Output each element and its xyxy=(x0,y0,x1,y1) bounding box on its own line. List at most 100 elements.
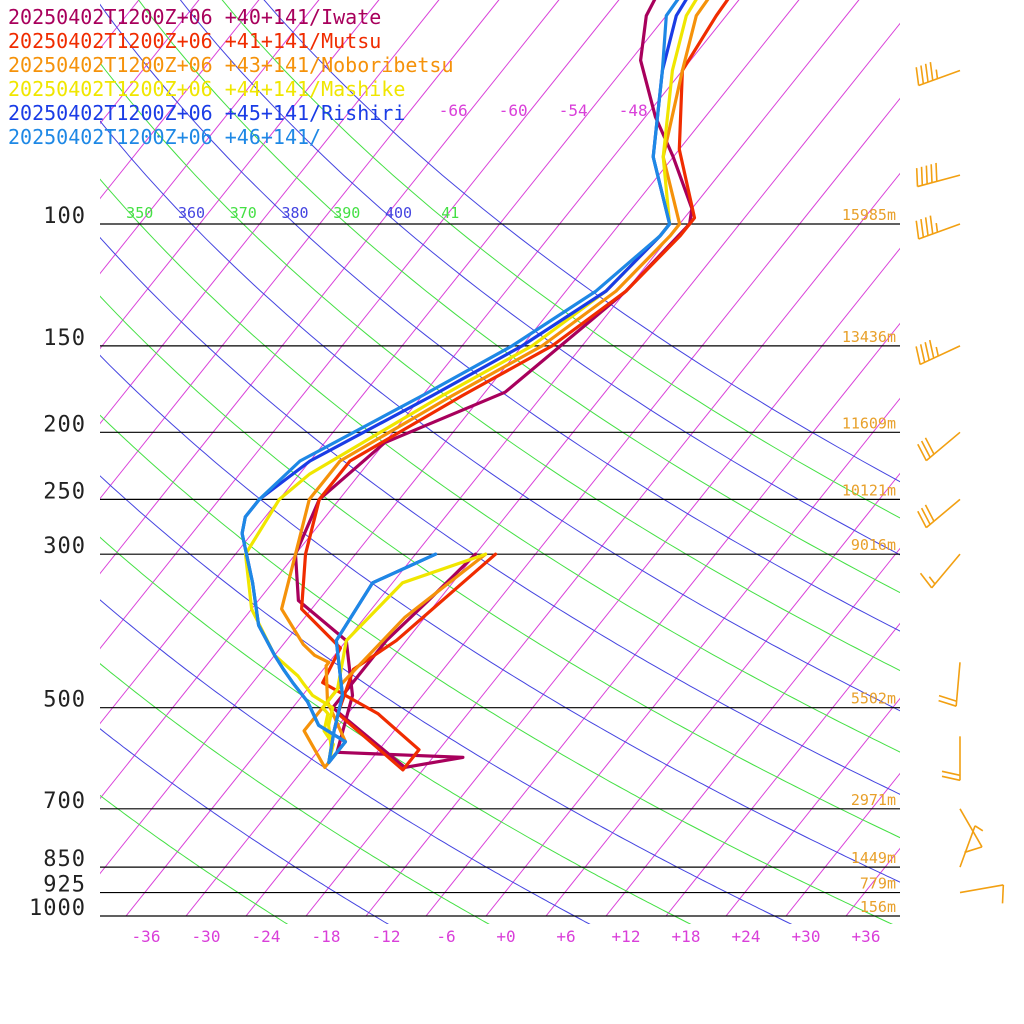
wind-barb xyxy=(915,162,961,188)
dry-adiabat-line xyxy=(100,794,289,924)
isotherm-line xyxy=(725,697,900,917)
wind-barb-staff xyxy=(919,345,961,366)
dry-adiabat-line xyxy=(263,0,900,483)
sounding-series xyxy=(240,0,730,772)
height-label: 779m xyxy=(860,875,896,893)
wind-barb-flag xyxy=(924,437,935,455)
theta-label: 380 xyxy=(281,204,308,222)
wind-barb-flag xyxy=(919,344,926,363)
dry-adiabat-line xyxy=(100,295,900,839)
wind-barb-staff xyxy=(918,69,961,87)
wind-barb-flag xyxy=(915,168,919,187)
temperature-tick-label: -12 xyxy=(372,927,401,946)
wind-barb-staff xyxy=(925,431,961,462)
wind-barb-flag xyxy=(915,220,920,240)
wind-barb xyxy=(915,339,961,366)
isotherm-line xyxy=(485,397,900,917)
wind-barb-staff xyxy=(917,174,961,188)
wind-barb-flag xyxy=(938,699,957,707)
wind-barb xyxy=(959,884,1005,904)
dry-adiabat-line xyxy=(100,354,900,883)
height-label: 156m xyxy=(860,898,896,916)
pressure-label: 250 xyxy=(43,479,86,504)
wind-barb-flag xyxy=(941,775,961,782)
isotherm-line xyxy=(100,0,440,425)
isotherm-line xyxy=(785,772,900,917)
temperature-tick-label: +6 xyxy=(556,927,575,946)
wind-barb-flag xyxy=(915,67,920,86)
theta-labels: 350 360 370 380 390 400 41 xyxy=(126,204,459,222)
temperature-tick-label: +12 xyxy=(612,927,641,946)
temperature-tick-label: +24 xyxy=(732,927,761,946)
wind-barb-column xyxy=(915,62,1005,904)
isotherm-line xyxy=(425,322,900,917)
wind-barb xyxy=(919,553,961,589)
dry-adiabat-line xyxy=(100,414,893,924)
wind-barb-flag xyxy=(928,339,935,359)
sounding-line xyxy=(280,0,710,770)
isotherm-line xyxy=(100,0,620,650)
isotherm-line xyxy=(845,847,900,917)
pressure-label: 500 xyxy=(43,688,86,713)
theta-label: 370 xyxy=(230,204,257,222)
height-label: 9016m xyxy=(851,536,896,554)
dry-adiabat-line xyxy=(100,728,389,924)
temperature-tick-label: +36 xyxy=(852,927,881,946)
pressure-label: 1000 xyxy=(29,896,86,921)
wind-barb-staff xyxy=(955,662,961,707)
legend-entry: 20250402T1200Z+06 +45+141/Rishiri xyxy=(8,101,405,125)
temperature-tick-label: -6 xyxy=(436,927,455,946)
pressure-label: 850 xyxy=(43,847,86,872)
wind-barb-flag xyxy=(917,510,928,529)
wind-barb-flag xyxy=(929,62,934,81)
wind-barb xyxy=(917,431,961,462)
legend-entry: 20250402T1200Z+06 +41+141/Mutsu xyxy=(8,29,381,53)
wind-barb-flag xyxy=(925,165,928,184)
wind-barb-half-flag xyxy=(935,346,940,357)
wind-barb-flag xyxy=(920,507,931,525)
height-label: 1449m xyxy=(851,849,896,867)
height-label: 13436m xyxy=(842,328,896,346)
temperature-tick-label: +18 xyxy=(672,927,701,946)
pressure-label: 150 xyxy=(43,326,86,351)
height-label: 5502m xyxy=(851,690,896,708)
theta-label: 390 xyxy=(333,204,360,222)
legend-entry: 20250402T1200Z+06 +44+141/Mashike xyxy=(8,77,405,101)
height-label: 10121m xyxy=(842,481,896,499)
isotherm-line xyxy=(305,172,900,917)
wind-barb-flag xyxy=(964,846,983,854)
wind-barb-flag xyxy=(924,63,929,83)
dry-adiabat-line xyxy=(100,3,900,632)
temperature-tick-label: +30 xyxy=(792,927,821,946)
dry-adiabat-line xyxy=(100,599,591,924)
upper-temperature-label: -66 xyxy=(439,101,468,120)
dry-adiabat-line xyxy=(100,663,490,924)
wind-barb xyxy=(915,215,961,240)
upper-temperature-label: -54 xyxy=(559,101,588,120)
wind-barb xyxy=(941,736,961,782)
legend-entry: 20250402T1200Z+06 +43+141/Noboribetsu xyxy=(8,53,454,77)
dry-adiabat-grid xyxy=(100,0,900,924)
pressure-label: 200 xyxy=(43,412,86,437)
sounding-line xyxy=(240,0,680,765)
wind-barb-half-flag xyxy=(935,69,939,79)
dry-adiabat-line xyxy=(100,236,900,795)
temperature-axis-ticks: -36 -30 -24 -18 -12 -6 +0 +6 +12 +18 +24 +30 +36 xyxy=(132,927,881,946)
wind-barb-flag xyxy=(920,218,925,238)
wind-barb-half-flag xyxy=(928,576,936,585)
wind-barb xyxy=(938,662,961,707)
wind-barb-flag xyxy=(920,65,925,84)
height-label: 15985m xyxy=(842,206,896,224)
wind-barb-flag xyxy=(920,166,924,186)
wind-barb-staff xyxy=(918,223,961,240)
dry-adiabat-line xyxy=(100,120,900,712)
height-labels: 15985m 13436m 11609m 10121m 9016m 5502m 2971m 1… xyxy=(842,206,896,916)
wind-barb-flag xyxy=(924,217,929,236)
wind-barb-flag xyxy=(915,346,921,365)
wind-barb-staff xyxy=(931,553,961,589)
wind-barb-staff xyxy=(959,884,1004,894)
temperature-tick-label: +0 xyxy=(496,927,515,946)
wind-barb-flag xyxy=(924,504,935,522)
isotherm-line xyxy=(100,0,500,500)
